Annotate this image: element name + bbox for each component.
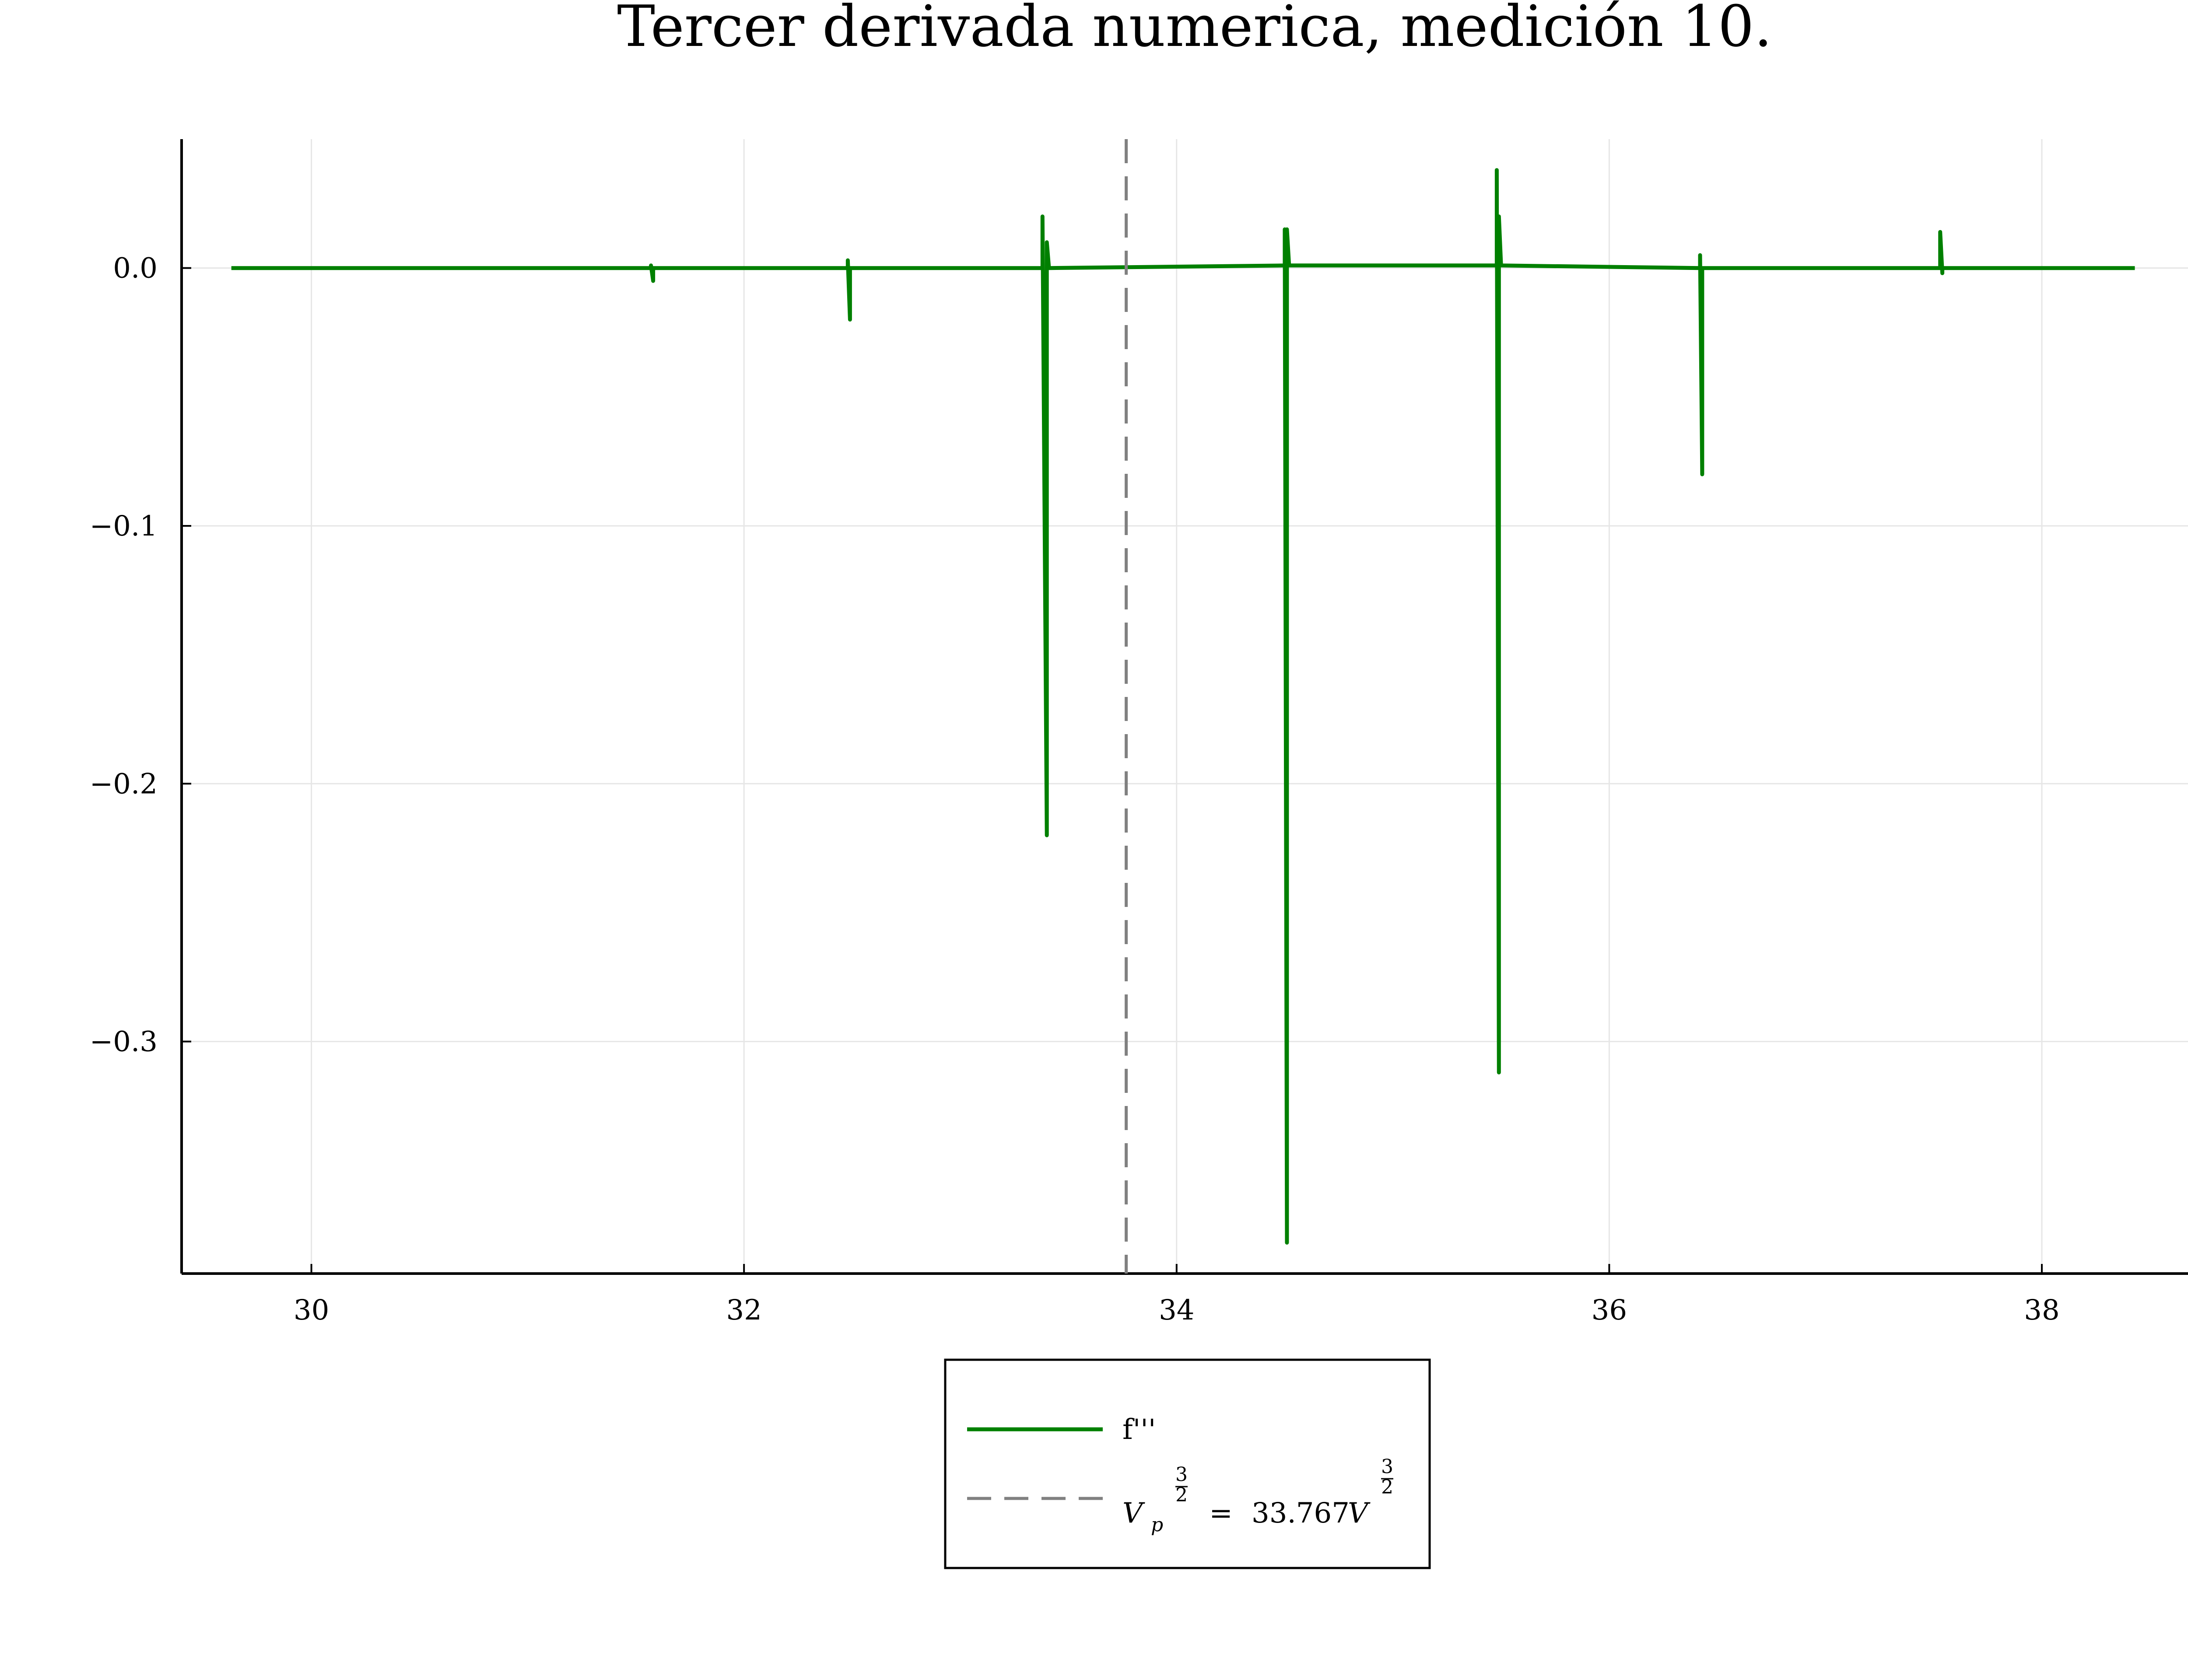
y-tick-label: 0.0 [113, 252, 158, 285]
legend-box [944, 1358, 1431, 1569]
plot-area [231, 139, 2135, 1274]
legend-label-f-prime3: f''' [1122, 1414, 1156, 1446]
y-tick-label: −0.1 [90, 510, 158, 542]
legend-unit-exp-num: 3 [1381, 1456, 1393, 1478]
legend-vp-value: 33.767 [1252, 1497, 1350, 1530]
chart-title: Tercer derivada numerica, medición 10. [617, 0, 1772, 60]
x-ticks: 30 32 34 36 38 [294, 1264, 2060, 1326]
x-tick-label: 30 [294, 1294, 329, 1326]
legend: f''' V p 3 2 = 33.767 V 3 2 [944, 1358, 1431, 1569]
legend-vp-exp-num: 3 [1175, 1463, 1188, 1486]
x-tick-label: 36 [1592, 1294, 1627, 1326]
axes [180, 139, 2188, 1275]
y-tick-label: −0.3 [90, 1026, 158, 1058]
legend-vp-var: V [1122, 1497, 1145, 1530]
series-f-prime3-line [231, 168, 2135, 1245]
y-ticks: 0.0 −0.1 −0.2 −0.3 [90, 252, 191, 1058]
legend-label-vp: V p 3 2 = 33.767 V 3 2 [1122, 1456, 1393, 1536]
x-tick-label: 38 [2024, 1294, 2059, 1326]
legend-vp-unit: V [1348, 1497, 1371, 1530]
y-tick-label: −0.2 [90, 768, 158, 800]
x-tick-label: 32 [726, 1294, 761, 1326]
legend-unit-exp-den: 2 [1381, 1476, 1393, 1498]
legend-vp-equals: = [1209, 1497, 1233, 1530]
legend-vp-exp-den: 2 [1175, 1484, 1188, 1506]
x-tick-label: 34 [1159, 1294, 1194, 1326]
legend-vp-sub: p [1151, 1514, 1163, 1536]
